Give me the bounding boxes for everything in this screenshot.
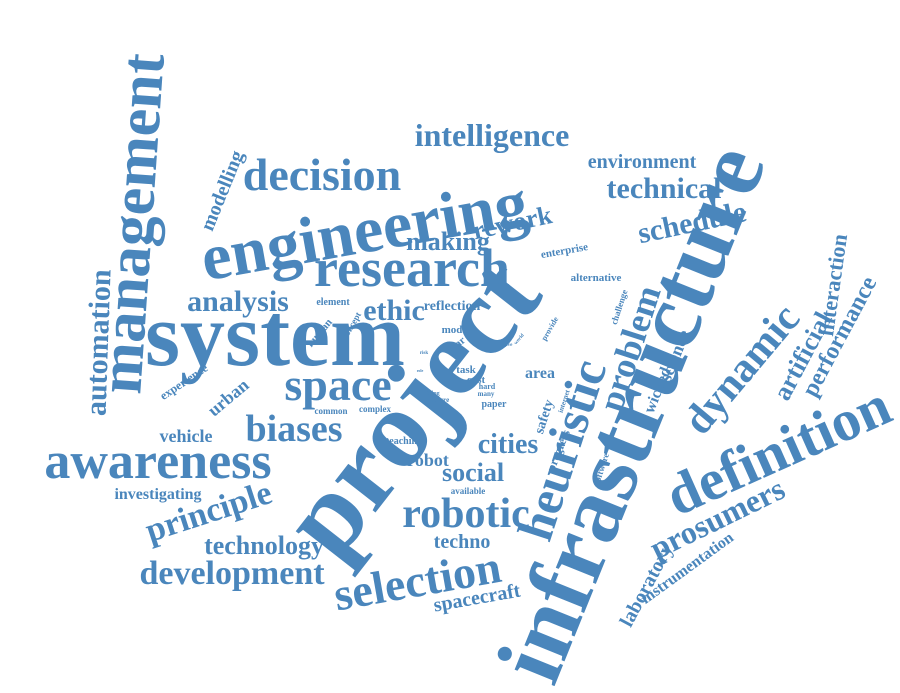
word-model: model	[442, 324, 471, 336]
word-enterprise: enterprise	[540, 241, 589, 261]
word-vehicle: vehicle	[160, 426, 213, 446]
word-risk: risk	[420, 351, 429, 356]
word-hard: hard	[479, 382, 496, 391]
word-intelligence: intelligence	[415, 117, 570, 153]
word-robot: robot	[407, 450, 449, 470]
word-many: many	[478, 390, 495, 398]
word-analysis: analysis	[187, 285, 289, 318]
word-element: element	[316, 297, 350, 308]
word-ethic: ethic	[363, 294, 425, 327]
word-social: social	[442, 458, 504, 487]
word-alternative: alternative	[571, 272, 622, 284]
word-biases: biases	[245, 408, 342, 450]
word-task: task	[456, 364, 476, 376]
word-give: give	[504, 343, 513, 348]
word-automation: automation	[79, 268, 117, 416]
word-complex: complex	[359, 404, 391, 414]
word-awareness: awareness	[44, 433, 271, 490]
word-development: development	[139, 555, 325, 592]
word-decision: decision	[243, 149, 401, 200]
word-common: common	[315, 406, 348, 416]
word-techno: techno	[434, 531, 491, 553]
word-available: available	[451, 486, 486, 496]
word-research: research	[314, 238, 510, 298]
word-technical: technical	[607, 172, 722, 205]
word-space: space	[284, 359, 391, 410]
word-environment: environment	[588, 151, 697, 173]
word-area: area	[525, 365, 555, 382]
word-robotic: robotic	[402, 491, 530, 537]
word-system: system	[145, 286, 405, 385]
word-paper: paper	[482, 399, 508, 410]
word-reflection: reflection	[424, 299, 481, 314]
word-thing: thing	[426, 391, 439, 397]
word-cities: cities	[478, 429, 539, 460]
word-teaching: teaching	[386, 436, 422, 447]
word-future: future	[431, 396, 450, 404]
word-technology: technology	[204, 531, 324, 560]
word-investigating: investigating	[114, 486, 201, 503]
word-making: making	[406, 227, 490, 256]
word-role: role	[417, 368, 424, 373]
word-cost: cost	[467, 374, 486, 386]
word-cloud-words: project infrastructure system engineerin…	[44, 51, 900, 693]
